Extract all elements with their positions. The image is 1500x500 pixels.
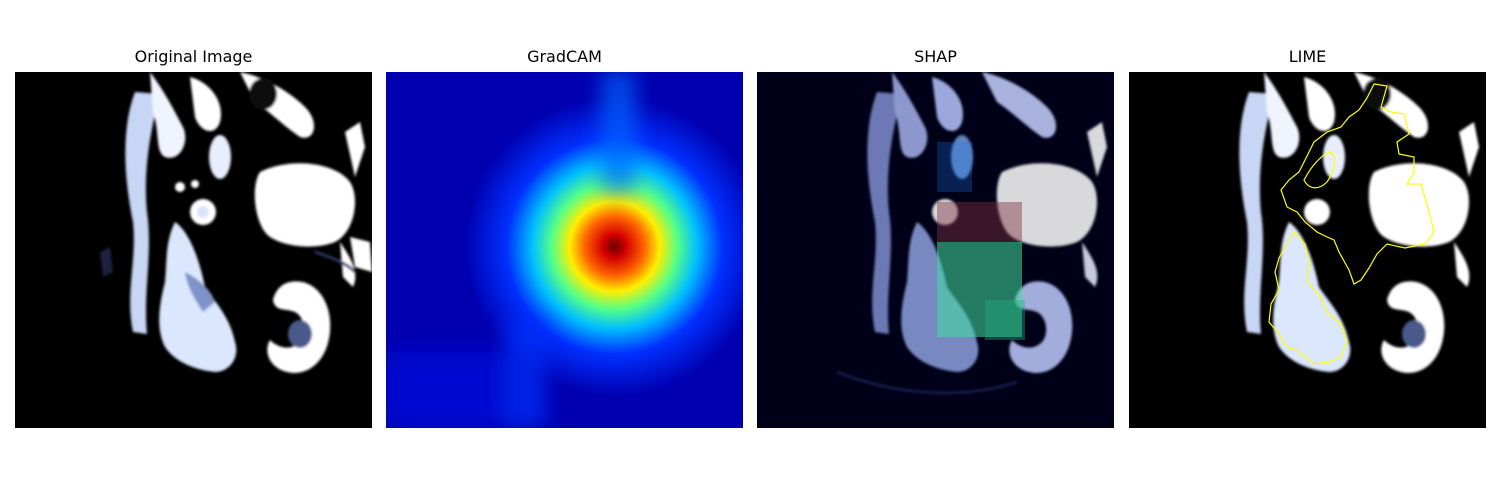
panel-title-gradcam: GradCAM — [527, 47, 602, 66]
lime-boundary — [1280, 83, 1435, 285]
gradcam-panel — [386, 72, 743, 428]
shap-positive-region — [937, 242, 1022, 337]
lime-boundary — [1268, 230, 1348, 365]
gradcam-heatmap — [386, 72, 743, 428]
lime-boundary-image — [1129, 72, 1486, 428]
lime-panel — [1129, 72, 1486, 428]
ct-scan-image — [15, 72, 372, 428]
shap-negative-region — [937, 202, 1022, 242]
panel-title-original: Original Image — [134, 47, 253, 66]
shap-overlay-image — [757, 72, 1114, 428]
shap-panel — [757, 72, 1114, 428]
lime-boundary — [1303, 151, 1336, 189]
original-image-panel — [15, 72, 372, 428]
panel-title-shap: SHAP — [914, 47, 957, 66]
panel-title-lime: LIME — [1288, 47, 1327, 66]
